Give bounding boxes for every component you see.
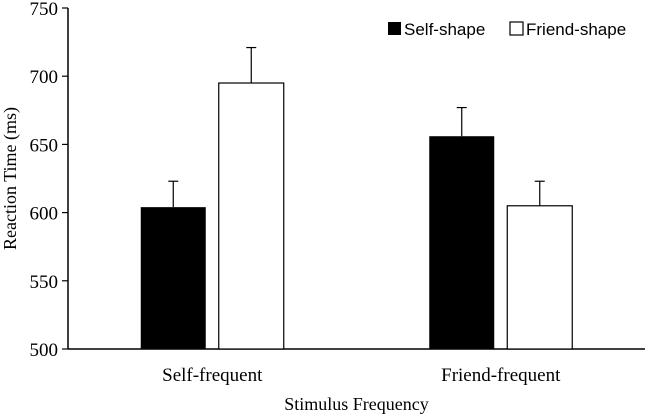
x-axis-title: Stimulus Frequency (284, 394, 429, 414)
y-tick-label: 650 (30, 135, 59, 156)
legend-label: Friend-shape (526, 20, 626, 39)
y-tick-label: 750 (30, 0, 59, 20)
legend: Self-shape Friend-shape (388, 20, 626, 39)
bar-self-shape-friend-frequent (429, 136, 495, 349)
y-tick-label: 700 (30, 67, 59, 88)
x-axis-ticks: Self-frequent Friend-frequent (162, 365, 561, 386)
bar-self-shape-self-frequent (140, 207, 206, 349)
legend-label: Self-shape (404, 20, 485, 39)
legend-swatch (388, 22, 401, 35)
y-axis-title: Reaction Time (ms) (0, 107, 21, 250)
y-tick-label: 550 (30, 272, 59, 293)
y-tick-label: 600 (30, 204, 59, 225)
legend-swatch (509, 21, 524, 36)
x-tick-label: Self-frequent (162, 365, 263, 386)
bars (140, 46, 573, 350)
bar-friend-shape-friend-frequent (506, 205, 573, 350)
bar-friend-shape-self-frequent (218, 82, 285, 350)
y-axis-ticks: 500 550 600 650 700 750 (30, 0, 68, 361)
x-tick-label: Friend-frequent (441, 365, 561, 386)
plot-area: 500 550 600 650 700 750 Self-frequent Friend-f… (30, 0, 645, 386)
y-tick-label: 500 (30, 340, 59, 361)
